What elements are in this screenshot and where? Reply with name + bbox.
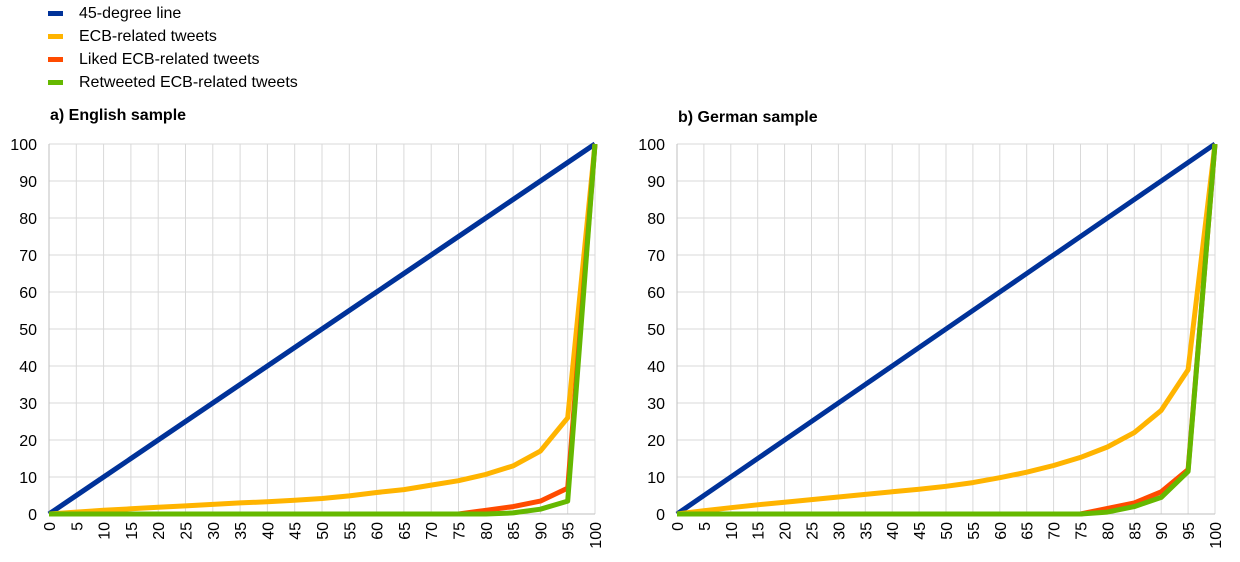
x-tick-label: 70 [1047,522,1064,540]
y-tick-label: 90 [647,174,665,191]
x-tick-label: 0 [670,522,687,531]
y-tick-label: 80 [19,211,37,228]
x-tick-label: 10 [97,522,114,540]
y-tick-label: 100 [10,137,37,154]
x-tick-label: 55 [966,522,983,540]
x-tick-label: 65 [397,522,414,540]
y-tick-label: 80 [647,211,665,228]
x-tick-label: 95 [1181,522,1198,540]
y-tick-label: 100 [638,137,665,154]
x-tick-label: 85 [1127,522,1144,540]
legend-label: Retweeted ECB-related tweets [79,73,298,91]
y-tick-label: 50 [19,322,37,339]
x-tick-label: 85 [506,522,523,540]
x-tick-label: 100 [588,522,605,549]
x-tick-label: 65 [1020,522,1037,540]
x-tick-label: 70 [424,522,441,540]
series-line-45-degree-line [47,141,597,517]
legend-label: ECB-related tweets [79,27,217,45]
series-line-ecb-related-tweets [48,143,598,517]
x-tick-label: 25 [805,522,822,540]
y-tick-label: 20 [647,433,665,450]
x-tick-label: 60 [993,522,1010,540]
series-line-45-degree-line [675,141,1217,517]
y-tick-label: 70 [647,248,665,265]
x-tick-label: 30 [206,522,223,540]
x-tick-label: 5 [697,522,714,531]
series-line-ecb-related-tweets [676,143,1218,517]
legend-item-ecb-tweets: ECB-related tweets [48,25,298,48]
panel-title-english: a) English sample [50,107,187,124]
x-tick-label: 45 [288,522,305,540]
y-tick-label: 40 [19,359,37,376]
y-tick-label: 60 [19,285,37,302]
legend-item-45-degree-line: 45-degree line [48,2,298,25]
x-tick-label: 80 [1100,522,1117,540]
legend-label: Liked ECB-related tweets [79,50,260,68]
legend-label: 45-degree line [79,4,182,22]
x-tick-label: 50 [939,522,956,540]
y-tick-label: 70 [19,248,37,265]
series-line-retweeted-ecb-related-tweets [677,143,1218,517]
x-tick-label: 25 [179,522,196,540]
y-tick-label: 40 [647,359,665,376]
x-tick-label: 75 [452,522,469,540]
x-tick-label: 15 [751,522,768,540]
y-tick-label: 0 [28,507,37,524]
y-tick-label: 30 [19,396,37,413]
x-tick-label: 55 [342,522,359,540]
y-tick-label: 60 [647,285,665,302]
y-tick-label: 10 [19,470,37,487]
y-tick-label: 30 [647,396,665,413]
x-tick-label: 10 [724,522,741,540]
x-tick-label: 35 [233,522,250,540]
legend-swatch [48,34,63,39]
x-tick-label: 0 [42,522,59,531]
y-tick-label: 90 [19,174,37,191]
x-tick-label: 40 [260,522,277,540]
y-tick-label: 10 [647,470,665,487]
x-tick-label: 75 [1074,522,1091,540]
x-tick-label: 90 [1154,522,1171,540]
x-tick-label: 20 [778,522,795,540]
legend-swatch [48,11,63,16]
y-tick-label: 20 [19,433,37,450]
series-line-retweeted-ecb-related-tweets [49,143,598,517]
legend: 45-degree line ECB-related tweets Liked … [48,2,298,94]
y-tick-label: 50 [647,322,665,339]
y-tick-label: 0 [656,507,665,524]
x-tick-label: 90 [533,522,550,540]
legend-item-liked-tweets: Liked ECB-related tweets [48,48,298,71]
legend-swatch [48,80,63,85]
x-tick-label: 45 [912,522,929,540]
x-tick-label: 30 [831,522,848,540]
x-tick-label: 60 [370,522,387,540]
x-tick-label: 80 [479,522,496,540]
panel-title-german: b) German sample [678,109,818,126]
x-tick-label: 100 [1208,522,1225,549]
x-tick-label: 50 [315,522,332,540]
x-tick-label: 15 [124,522,141,540]
legend-swatch [48,57,63,62]
legend-item-retweeted-tweets: Retweeted ECB-related tweets [48,71,298,94]
x-tick-label: 35 [858,522,875,540]
x-tick-label: 95 [561,522,578,540]
x-tick-label: 20 [151,522,168,540]
x-tick-label: 40 [885,522,902,540]
x-tick-label: 5 [69,522,86,531]
